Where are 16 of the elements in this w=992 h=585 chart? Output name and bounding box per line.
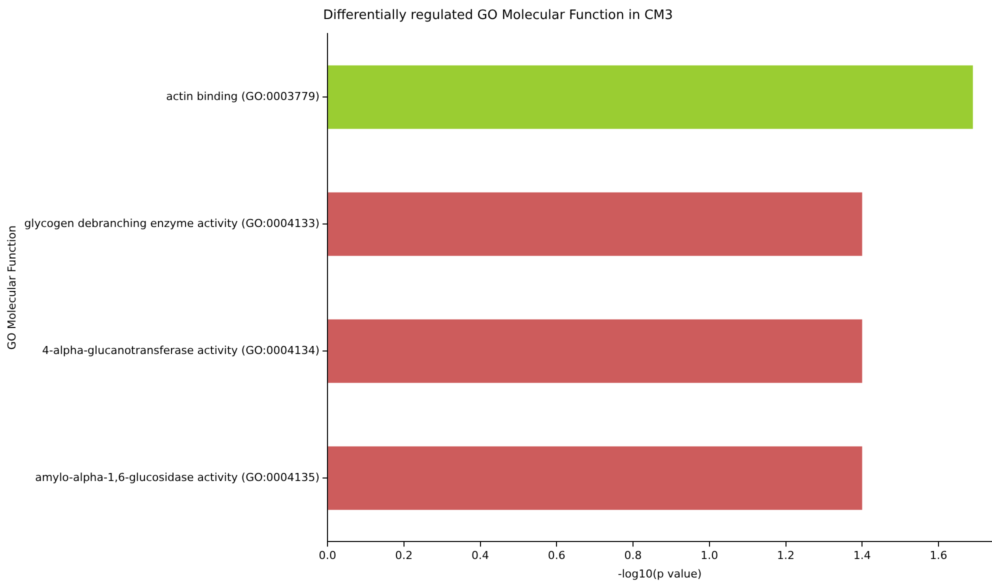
x-axis-title: -log10(p value) (618, 567, 702, 580)
y-tick-label: 4-alpha-glucanotransferase activity (GO:0004134) (42, 344, 320, 357)
x-tick-label: 0.4 (472, 549, 490, 562)
y-tick-label: amylo-alpha-1,6-glucosidase activity (GO:0004135) (35, 470, 320, 484)
x-tick-label: 0.0 (318, 549, 336, 562)
x-tick-label: 0.6 (548, 549, 566, 562)
x-tick-label: 1.4 (853, 549, 871, 562)
chart-title: Differentially regulated GO Molecular Function in CM3 (323, 8, 673, 24)
x-tick-label: 1.6 (930, 549, 948, 562)
y-axis-title: GO Molecular Function (5, 225, 18, 350)
x-tick-label: 1.0 (700, 549, 718, 562)
x-tick-label: 0.8 (624, 549, 642, 562)
x-tick-label: 0.2 (395, 549, 413, 562)
x-tick-label: 1.2 (777, 549, 795, 562)
y-tick-label: actin binding (GO:0003779) (166, 90, 320, 103)
y-tick-label: glycogen debranching enzyme activity (GO:0004133) (24, 216, 320, 230)
